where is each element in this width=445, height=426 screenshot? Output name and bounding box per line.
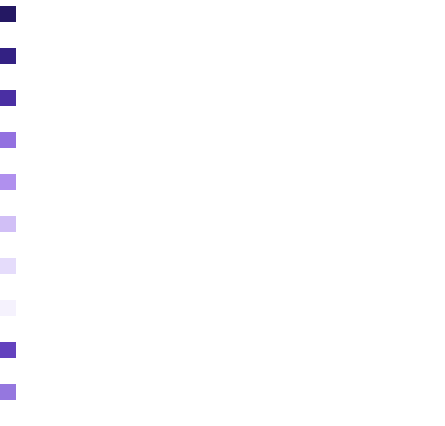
color-swatch [0,384,16,400]
color-swatch [0,300,16,316]
color-swatch [0,174,16,190]
color-swatch [0,342,16,358]
color-swatch [0,216,16,232]
color-swatch [0,48,16,64]
color-swatch [0,6,16,22]
color-swatch [0,132,16,148]
color-swatch [0,258,16,274]
color-swatch [0,90,16,106]
color-swatch-list [0,6,16,426]
